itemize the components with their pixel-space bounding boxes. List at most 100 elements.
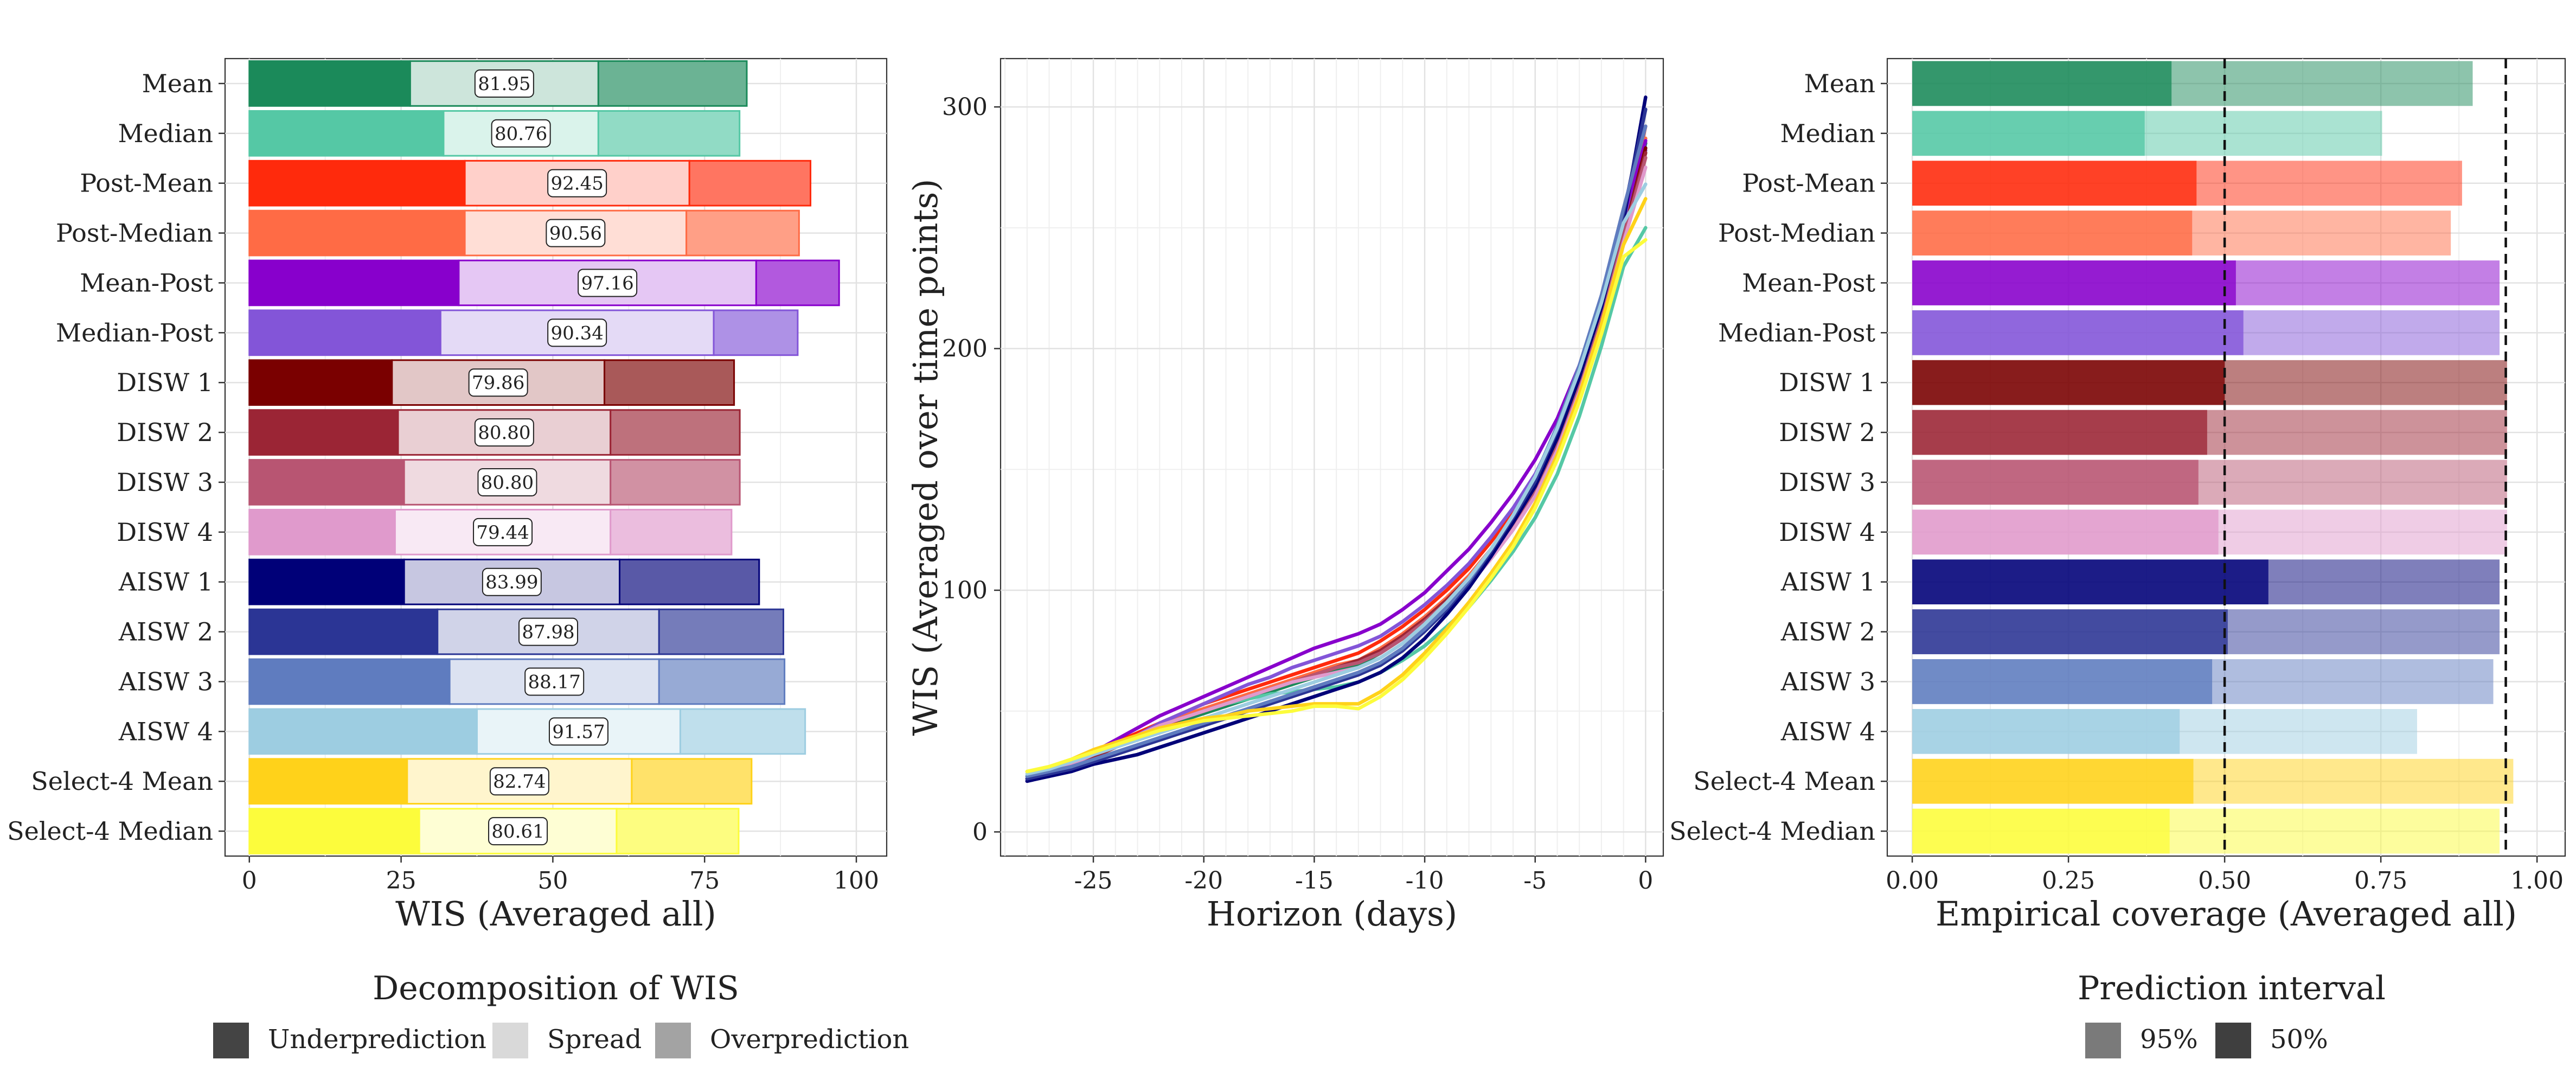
y-tick-label-post-median: Post-Median (1718, 219, 1875, 248)
legend-label-overprediction: Overprediction (710, 1024, 909, 1055)
bar-underprediction-median (248, 110, 445, 157)
total-label-select-4-mean: 82.74 (493, 771, 546, 793)
total-label-post-mean: 92.45 (551, 173, 604, 195)
wis-decomposition-panel: 81.95 Mean 80.76 Median 92.45 Post-Mean 90.56 P… (7, 58, 909, 1058)
total-label-select-4-median: 80.61 (491, 821, 544, 843)
bar-overprediction-disw-1 (604, 359, 735, 406)
y-tick-label-aisw-1: AISW 1 (118, 567, 213, 597)
bar-underprediction-post-mean (248, 159, 466, 207)
wis-by-horizon-panel: -25 -20 -15 -10 -5 0 0 100 200 300 Horizon (days) W… (906, 58, 1664, 934)
bar-overprediction-aisw-3 (658, 658, 786, 705)
x-tick-label-20: -20 (1184, 867, 1223, 895)
y-tick-label-median: Median (118, 119, 213, 148)
y-tick-label-disw-2: DISW 2 (117, 418, 213, 447)
x-tick-label-0-50: 0.50 (2198, 867, 2251, 895)
x-tick-label-100: 100 (834, 867, 879, 895)
y-tick-label-aisw-2: AISW 2 (118, 617, 213, 647)
bar-overprediction-aisw-1 (619, 558, 760, 605)
y-tick-label-disw-4: DISW 4 (117, 518, 213, 547)
legend-key-95 (2085, 1023, 2121, 1058)
total-label-box-aisw-1 (482, 567, 542, 596)
bar-50-disw-4 (1912, 509, 2219, 555)
bar-overprediction-mean-post (755, 259, 840, 307)
total-label-box-disw-3 (477, 468, 537, 496)
y-tick-label-disw-1: DISW 1 (1779, 368, 1875, 397)
legend-key-50 (2215, 1023, 2251, 1058)
bar-overprediction-disw-2 (610, 409, 741, 456)
total-label-median-post: 90.34 (551, 322, 604, 344)
total-label-box-aisw-3 (524, 667, 585, 696)
x-tick-label-10: -10 (1406, 867, 1444, 895)
legend-key-overprediction (655, 1023, 691, 1058)
y-tick-label-100: 100 (942, 577, 988, 604)
y-tick-label-select-4-median: Select-4 Median (1669, 816, 1875, 846)
y-tick-label-median: Median (1780, 119, 1875, 148)
bar-50-aisw-3 (1912, 659, 2213, 704)
y-tick-label-disw-2: DISW 2 (1779, 418, 1875, 447)
bar-underprediction-disw-2 (248, 409, 399, 456)
legend-title: Decomposition of WIS (373, 969, 739, 1007)
y-tick-label-post-mean: Post-Mean (80, 169, 213, 198)
bar-50-aisw-2 (1912, 609, 2228, 654)
x-tick-label-15: -15 (1295, 867, 1334, 895)
bar-50-aisw-4 (1912, 709, 2180, 754)
bar-overprediction-post-mean (688, 159, 812, 207)
total-label-box-aisw-2 (518, 617, 579, 646)
x-tick-label-50: 50 (537, 867, 568, 895)
bar-overprediction-median-post (713, 309, 799, 356)
total-label-aisw-2: 87.98 (522, 622, 574, 643)
y-tick-label-mean-post: Mean-Post (80, 268, 213, 297)
bar-underprediction-select-4-mean (248, 758, 408, 805)
y-tick-label-median-post: Median-Post (1718, 318, 1875, 347)
total-label-disw-3: 80.80 (481, 472, 534, 494)
y-tick-label-aisw-1: AISW 1 (1780, 567, 1875, 597)
legend-label-spread: Spread (547, 1024, 642, 1055)
bar-underprediction-disw-3 (248, 459, 405, 506)
total-label-aisw-1: 83.99 (485, 572, 538, 593)
line-select-4-mean (1025, 197, 1648, 774)
total-label-median: 80.76 (495, 123, 547, 145)
y-tick-label-disw-4: DISW 4 (1779, 518, 1875, 547)
y-tick-label-300: 300 (942, 93, 988, 121)
bar-50-disw-1 (1912, 360, 2225, 405)
total-label-disw-1: 79.86 (472, 372, 524, 394)
bar-overprediction-disw-4 (610, 508, 733, 556)
bar-overprediction-mean (597, 60, 748, 107)
bar-50-disw-3 (1912, 459, 2199, 505)
x-tick-label-0-75: 0.75 (2354, 867, 2407, 895)
x-tick-label-5: -5 (1523, 867, 1547, 895)
bar-50-post-median (1912, 210, 2193, 256)
line-aisw-4 (1025, 182, 1648, 776)
bar-overprediction-disw-3 (610, 459, 741, 506)
x-tick-label-0-00: 0.00 (1886, 867, 1939, 895)
bar-50-mean (1912, 61, 2172, 106)
total-label-mean: 81.95 (478, 73, 530, 95)
bar-overprediction-aisw-2 (658, 608, 785, 655)
total-label-box-disw-2 (474, 418, 534, 447)
total-label-box-median (491, 119, 551, 148)
bar-underprediction-mean-post (248, 259, 460, 307)
bar-underprediction-aisw-1 (248, 558, 405, 605)
x-tick-label-0-25: 0.25 (2042, 867, 2095, 895)
bar-50-disw-2 (1912, 410, 2207, 455)
total-label-aisw-3: 88.17 (528, 671, 581, 693)
total-label-mean-post: 97.16 (581, 272, 633, 294)
bar-underprediction-aisw-4 (248, 708, 478, 755)
total-label-box-aisw-4 (548, 717, 608, 746)
bar-underprediction-median-post (248, 309, 441, 356)
y-tick-label-aisw-4: AISW 4 (1780, 717, 1875, 746)
y-tick-label-0: 0 (972, 818, 988, 846)
bar-50-median (1912, 111, 2145, 156)
bar-overprediction-median (597, 110, 741, 157)
bar-50-post-mean (1912, 161, 2197, 206)
total-label-box-post-mean (547, 169, 607, 197)
bar-overprediction-select-4-mean (631, 758, 753, 805)
bar-overprediction-select-4-median (616, 808, 740, 854)
x-axis-label: Horizon (days) (1207, 894, 1457, 934)
y-tick-label-disw-3: DISW 3 (1779, 468, 1875, 497)
legend-label-95: 95% (2140, 1024, 2198, 1055)
bar-50-aisw-1 (1912, 559, 2269, 605)
legend-key-spread (492, 1023, 528, 1058)
x-tick-label-1-00: 1.00 (2510, 867, 2564, 895)
